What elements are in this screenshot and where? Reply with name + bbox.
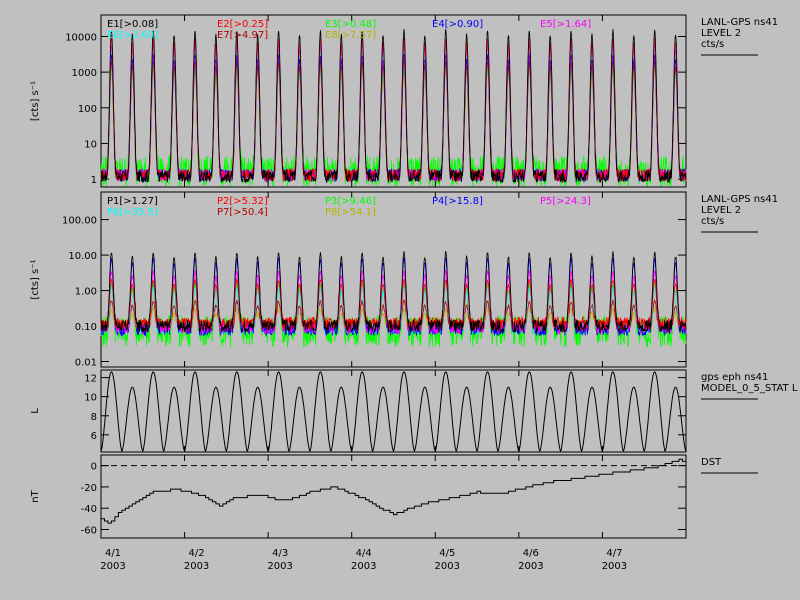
electrons-legend-entry: E8[>7.57] (325, 30, 376, 41)
electrons-legend-entry: E5[>1.64] (540, 19, 591, 30)
lshell-ytick-label: 6 (91, 431, 97, 442)
protons-legend-entry: P4[>15.8] (432, 196, 483, 207)
x-tick-label-day: 4/4 (356, 548, 372, 559)
protons-panel: 0.01 0.10 1.00 10.00 100.00 P1[>1.27] P2[>5.32… (30, 191, 778, 369)
protons-title-line: cts/s (701, 216, 724, 227)
electrons-ytick-label: 100 (78, 104, 97, 115)
electrons-title-line: cts/s (701, 39, 724, 50)
electrons-legend-entry: E2[>0.25] (217, 19, 268, 30)
electrons-ylabel: [cts] s⁻¹ (30, 81, 41, 121)
protons-series-0 (100, 251, 687, 334)
protons-ytick-label: 100.00 (62, 216, 97, 227)
protons-legend-entry: P5[>24.3] (540, 196, 591, 207)
x-tick-label-year: 2003 (100, 561, 125, 572)
lshell-series (100, 371, 687, 453)
electrons-series-0 (100, 28, 687, 184)
x-tick-label-day: 4/7 (606, 548, 622, 559)
lshell-ytick-label: 10 (84, 393, 97, 404)
x-tick-label-year: 2003 (184, 561, 209, 572)
protons-legend-entry: P6[>35.5] (107, 207, 158, 218)
x-tick-label-year: 2003 (518, 561, 543, 572)
dst-panel: -60 -40 -20 0 DST nT (30, 454, 758, 539)
dst-series (101, 458, 686, 524)
x-tick-label-day: 4/6 (523, 548, 539, 559)
dst-ytick-label: -60 (81, 525, 97, 536)
protons-legend-entry: P2[>5.32] (217, 196, 268, 207)
electrons-title-line: LEVEL 2 (701, 28, 741, 39)
protons-legend-entry: P3[>9.46] (325, 196, 376, 207)
protons-legend-entry: P1[>1.27] (107, 196, 158, 207)
lshell-ytick-label: 12 (84, 374, 97, 385)
dst-ytick-label: -20 (81, 483, 97, 494)
protons-ylabel: [cts] s⁻¹ (30, 259, 41, 299)
electrons-ytick-label: 10 (84, 139, 97, 150)
electrons-legend-entry: E4[>0.90] (432, 19, 483, 30)
protons-ytick-label: 1.00 (75, 287, 97, 298)
dst-ylabel: nT (30, 489, 41, 502)
electrons-frame (100, 14, 687, 188)
electrons-title-line: LANL-GPS ns41 (701, 17, 778, 28)
x-tick-label-year: 2003 (602, 561, 627, 572)
lshell-ytick-label: 8 (91, 412, 97, 423)
electrons-ytick-label: 10000 (65, 32, 97, 43)
electrons-legend-entry: E7[>4.97] (217, 30, 268, 41)
protons-ytick-label: 0.01 (75, 358, 97, 369)
protons-title-line: LEVEL 2 (701, 205, 741, 216)
x-tick-label-year: 2003 (267, 561, 292, 572)
electrons-legend-entry: E3[>0.48] (325, 19, 376, 30)
x-tick-label-year: 2003 (435, 561, 460, 572)
electrons-legend-entry: E6[>2.60] (107, 30, 158, 41)
lshell-frame (100, 369, 687, 453)
x-tick-label-day: 4/3 (272, 548, 288, 559)
electrons-legend-entry: E1[>0.08] (107, 19, 158, 30)
x-tick-label-year: 2003 (351, 561, 376, 572)
dst-frame (100, 454, 687, 539)
protons-ytick-label: 10.00 (68, 251, 97, 262)
x-tick-label-day: 4/5 (439, 548, 455, 559)
protons-ytick-label: 0.10 (75, 322, 97, 333)
electrons-ytick-label: 1000 (72, 68, 97, 79)
dst-title-line: DST (701, 457, 722, 468)
dst-ytick-label: 0 (91, 462, 97, 473)
protons-title-line: LANL-GPS ns41 (701, 194, 778, 205)
x-tick-label-day: 4/1 (105, 548, 121, 559)
protons-series-2 (100, 281, 687, 348)
electrons-series-2 (100, 66, 687, 187)
protons-legend-entry: P8[>54.1] (325, 207, 376, 218)
lshell-ylabel: L (30, 408, 41, 414)
lshell-title-line: gps eph ns41 (701, 372, 768, 383)
electrons-panel: 1 10 100 1000 10000 E1[>0.08] E2[>0.25] E3[>0.4… (30, 14, 778, 188)
protons-legend-entry: P7[>50.4] (217, 207, 268, 218)
lshell-title-line: MODEL_0_5_STAT L (701, 383, 798, 394)
protons-frame (100, 191, 687, 368)
dst-ytick-label: -40 (81, 504, 97, 515)
x-tick-label-day: 4/2 (189, 548, 205, 559)
electrons-ytick-label: 1 (91, 175, 97, 186)
